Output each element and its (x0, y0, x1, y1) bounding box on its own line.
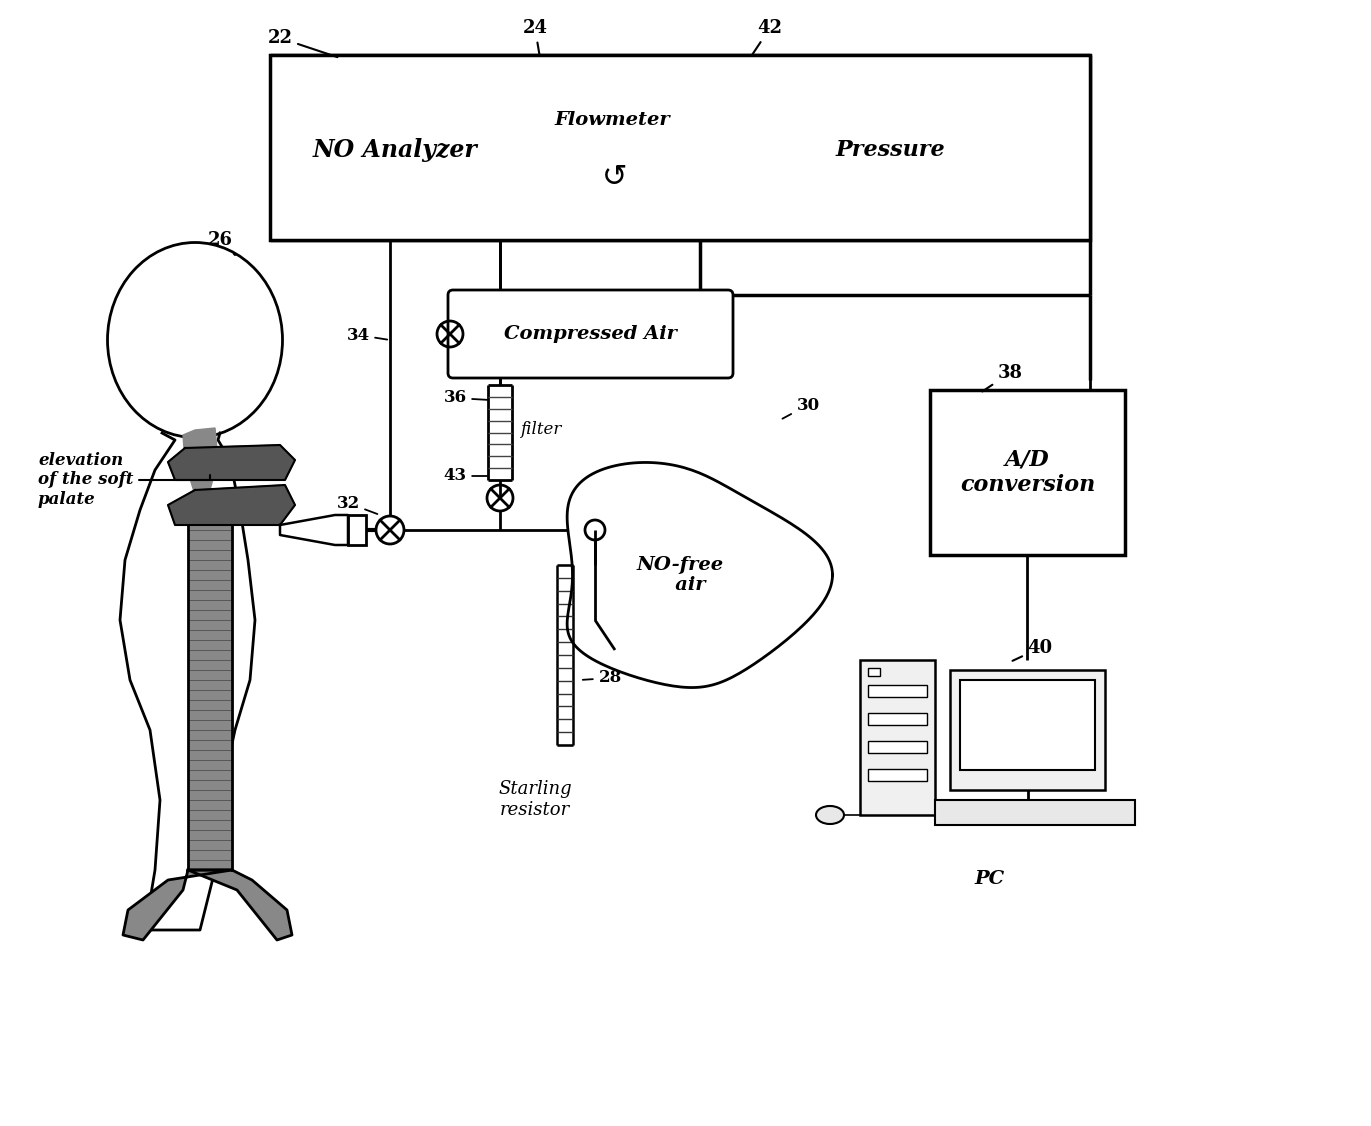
Text: NO-free
   air: NO-free air (636, 555, 724, 595)
Text: filter: filter (520, 421, 561, 438)
Text: Starling
resistor: Starling resistor (498, 780, 572, 819)
Text: 34: 34 (347, 327, 387, 343)
Text: NO Analyzer: NO Analyzer (313, 138, 477, 162)
Bar (348, 515, 366, 545)
Text: PC: PC (975, 870, 1005, 888)
Polygon shape (123, 870, 232, 940)
Polygon shape (280, 515, 348, 545)
Ellipse shape (107, 242, 282, 438)
Text: Pressure: Pressure (835, 138, 945, 161)
Polygon shape (182, 428, 218, 495)
Bar (950, 670, 1105, 790)
Text: $\circlearrowleft$: $\circlearrowleft$ (596, 161, 628, 189)
Text: Flowmeter: Flowmeter (554, 111, 670, 129)
Bar (930, 390, 1126, 555)
Text: elevation
of the soft
palate: elevation of the soft palate (38, 452, 210, 508)
Text: 36: 36 (443, 390, 487, 406)
Text: 28: 28 (583, 670, 621, 687)
Text: 38: 38 (982, 364, 1023, 392)
Bar (960, 680, 1095, 770)
Bar (935, 799, 1135, 825)
Bar (860, 660, 935, 815)
Ellipse shape (816, 806, 845, 824)
Polygon shape (169, 485, 295, 525)
Bar (868, 769, 927, 781)
Text: 30: 30 (783, 396, 820, 419)
Text: 43: 43 (443, 467, 487, 484)
Polygon shape (188, 520, 232, 870)
Text: 40: 40 (1013, 638, 1053, 661)
Text: 24: 24 (522, 19, 547, 55)
Bar (868, 741, 927, 753)
Polygon shape (568, 463, 832, 688)
Text: 22: 22 (267, 29, 337, 57)
Bar (868, 713, 927, 725)
Text: Compressed Air: Compressed Air (505, 325, 677, 343)
Bar (868, 668, 880, 676)
Polygon shape (169, 445, 295, 480)
Text: 32: 32 (336, 494, 377, 515)
Bar (270, 55, 1090, 240)
Text: 26: 26 (207, 231, 234, 254)
Polygon shape (188, 870, 292, 940)
Text: 42: 42 (751, 19, 783, 55)
Text: A/D
conversion: A/D conversion (960, 449, 1095, 497)
FancyBboxPatch shape (448, 291, 733, 378)
Bar (868, 685, 927, 697)
